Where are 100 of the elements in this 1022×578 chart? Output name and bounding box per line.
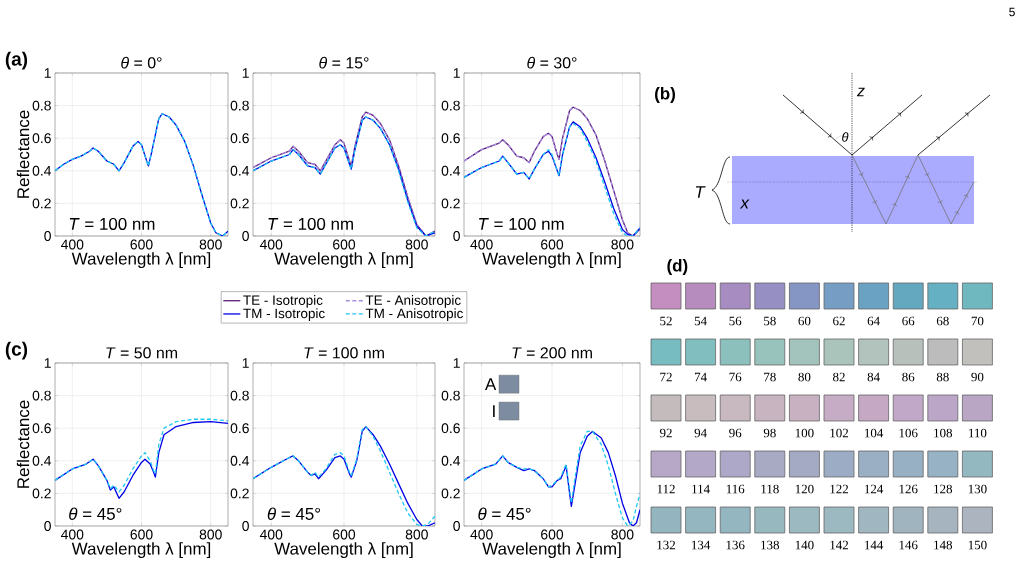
data-label: 86 [902, 372, 915, 382]
y-tick-label: 1 [44, 68, 51, 78]
data-label: 60 [798, 316, 811, 326]
x-tick-label: 400 [259, 529, 283, 540]
annotation: θ = 45° [478, 507, 531, 520]
x-tick-label: 400 [60, 529, 84, 540]
data-label: 64 [867, 316, 880, 326]
legend-label: TM - Isotropic [243, 308, 325, 321]
x-tick-label: 400 [470, 239, 493, 250]
y-axis-title: Reflectance [16, 110, 30, 198]
x-tick-label: 800 [199, 529, 222, 540]
text: 5 [1009, 7, 1015, 17]
y-tick-label: 0.8 [32, 390, 51, 401]
y-tick-label: 0.2 [32, 198, 51, 209]
y-tick-label: 0 [453, 521, 460, 531]
data-label: 144 [865, 540, 884, 550]
legend-label: TM - Anisotropic [365, 308, 463, 321]
line-series [55, 113, 228, 236]
data-label: 78 [764, 372, 776, 382]
y-tick-label: 0.6 [32, 133, 51, 144]
data-label: 54 [694, 316, 707, 326]
data-label: 122 [830, 484, 849, 494]
x-tick-label: 800 [405, 239, 428, 250]
chart-title: T = 100 nm [304, 347, 384, 359]
x-tick-label: 800 [611, 239, 634, 250]
annotation: T = 100 nm [479, 217, 564, 230]
y-tick-label: 0.8 [230, 390, 249, 401]
y-tick-label: 0.4 [230, 455, 250, 466]
y-tick-label: 1 [242, 68, 249, 78]
data-label: 138 [761, 540, 780, 550]
x-tick-label: 600 [130, 529, 153, 540]
line-series [464, 430, 641, 526]
y-tick-label: 1 [453, 68, 460, 78]
y-tick-label: 0.8 [441, 390, 460, 401]
data-label: 118 [761, 484, 779, 494]
text: z [856, 87, 865, 97]
y-tick-label: 0.2 [230, 198, 249, 209]
data-label: 68 [936, 316, 949, 326]
text: (a) [5, 51, 28, 70]
annotation: T = 100 nm [69, 217, 155, 230]
y-tick-label: 0.2 [441, 488, 460, 499]
y-tick-label: 0.6 [441, 423, 460, 434]
data-label: 80 [798, 372, 811, 382]
y-tick-label: 0.6 [230, 133, 249, 144]
data-label: 66 [902, 316, 915, 326]
y-tick-label: 0 [44, 521, 51, 531]
chart-title: T = 200 nm [512, 347, 592, 359]
x-tick-label: 400 [470, 529, 493, 540]
x-axis-title: Wavelength λ [nm] [71, 252, 211, 269]
y-tick-label: 0.4 [32, 455, 52, 466]
text: T [695, 186, 706, 198]
data-label: 140 [795, 540, 814, 550]
annotation: θ = 45° [69, 507, 122, 520]
x-tick-label: 800 [611, 529, 634, 540]
y-tick-label: 0.8 [32, 100, 51, 111]
data-label: 96 [729, 428, 742, 438]
y-tick-label: 0 [44, 231, 51, 241]
annotation: T = 100 nm [268, 217, 353, 230]
y-tick-label: 0.4 [441, 165, 461, 176]
data-label: 120 [795, 484, 814, 494]
data-label: 82 [833, 372, 845, 382]
x-axis-title: Wavelength λ [nm] [274, 252, 413, 269]
data-label: 106 [899, 428, 918, 438]
legend-label: TE - Isotropic [243, 295, 323, 308]
data-label: 116 [726, 484, 745, 494]
x-tick-label: 400 [259, 239, 283, 250]
y-tick-label: 1 [44, 358, 51, 368]
x-tick-label: 600 [541, 239, 564, 250]
data-label: 72 [660, 372, 672, 382]
y-tick-label: 0.2 [32, 488, 51, 499]
annotation: A [484, 378, 497, 391]
y-tick-label: 0.8 [441, 100, 460, 111]
data-label: 100 [795, 428, 814, 438]
x-axis-title: Wavelength λ [nm] [482, 542, 621, 559]
data-label: 108 [934, 428, 953, 438]
text: (c) [5, 341, 28, 360]
x-tick-label: 600 [541, 529, 564, 540]
text: (b) [655, 87, 675, 103]
data-label: 102 [830, 428, 849, 438]
data-label: 130 [968, 484, 987, 494]
y-tick-label: 0.6 [230, 423, 249, 434]
data-label: 134 [692, 540, 711, 550]
text: x [739, 199, 750, 209]
chart-title: (d) [667, 259, 688, 275]
data-label: 128 [934, 484, 953, 494]
x-tick-label: 600 [333, 529, 356, 540]
y-tick-label: 0.6 [32, 423, 51, 434]
data-label: 114 [692, 484, 710, 494]
text: θ [842, 132, 849, 142]
data-label: 136 [726, 540, 745, 550]
data-label: 62 [833, 316, 845, 326]
data-label: 132 [657, 540, 676, 550]
data-label: 56 [729, 316, 742, 326]
y-tick-label: 0.4 [230, 165, 250, 176]
y-tick-label: 0.2 [441, 198, 460, 209]
y-tick-label: 1 [242, 358, 249, 368]
x-tick-label: 400 [60, 239, 84, 250]
chart-title: θ = 15° [319, 56, 369, 69]
data-label: 92 [659, 428, 672, 438]
data-label: 98 [763, 428, 776, 438]
